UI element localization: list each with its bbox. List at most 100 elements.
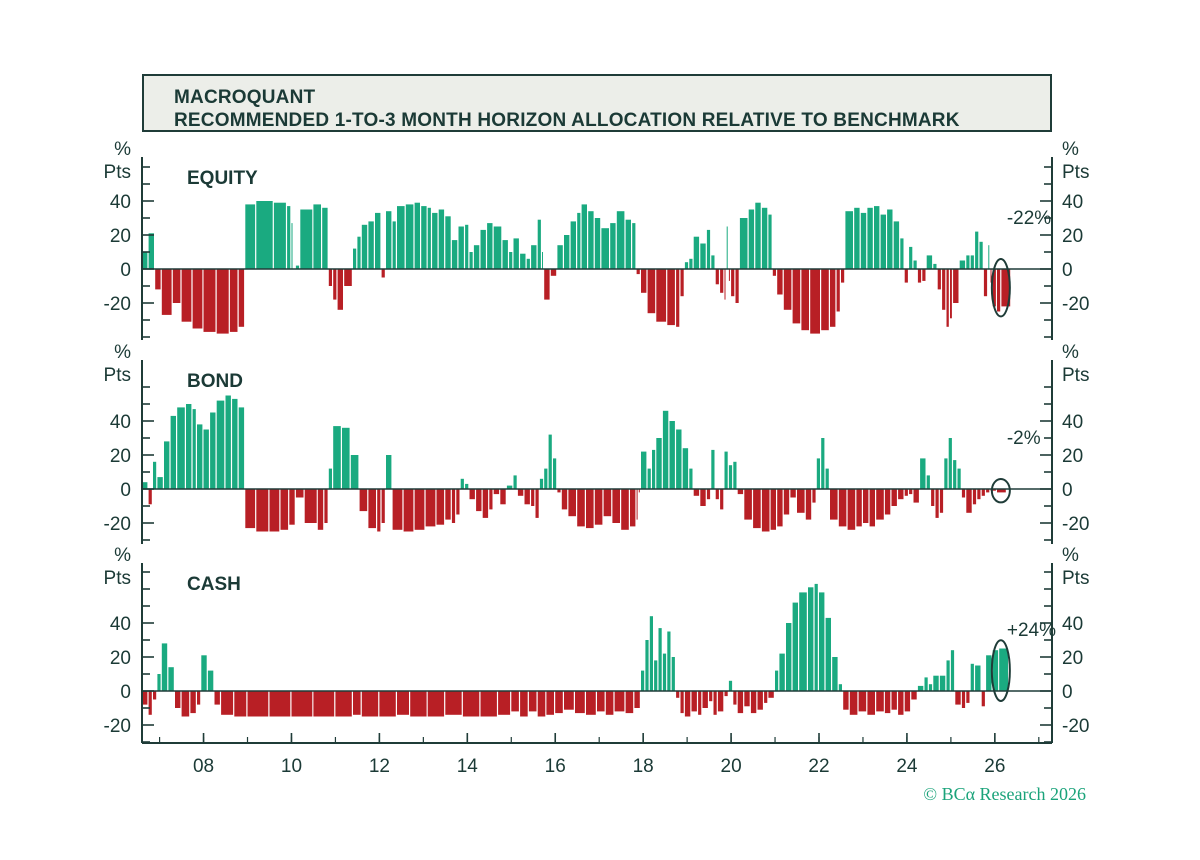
cash-bar — [671, 657, 675, 691]
bond-annotation-ellipse — [990, 478, 1011, 504]
equity-bar — [397, 206, 405, 269]
bond-bar — [482, 489, 489, 518]
bond-bar — [350, 455, 359, 489]
unit-pts-right: Pts — [1062, 568, 1089, 589]
bond-bar — [186, 404, 192, 489]
bond-bar — [170, 415, 176, 489]
chart-title-line1: MACROQUANT — [174, 87, 316, 108]
bond-bar — [898, 489, 904, 500]
equity-bar — [887, 209, 893, 269]
equity-bar — [680, 269, 684, 297]
equity-bar — [689, 258, 693, 269]
bond-bar — [957, 468, 961, 489]
cash-bar — [575, 691, 585, 714]
equity-bar — [988, 245, 990, 269]
cash-bar — [992, 650, 999, 691]
bond-bar — [531, 489, 535, 506]
bond-bar — [197, 424, 203, 489]
cash-bar — [190, 691, 196, 714]
equity-bar — [465, 224, 469, 269]
cash-bar — [966, 691, 970, 703]
bond-bar — [621, 489, 629, 530]
equity-bar — [735, 269, 739, 303]
bond-bar — [647, 468, 651, 489]
equity-right-tick-label: 20 — [1062, 226, 1083, 247]
bond-panel-label: BOND — [187, 371, 243, 392]
equity-annotation-ellipse — [990, 258, 1011, 318]
bond-bar — [225, 395, 231, 489]
equity-bar — [531, 245, 537, 269]
cash-bar — [757, 691, 763, 710]
cash-right-tick-label: -20 — [1062, 716, 1089, 737]
equity-bar — [557, 245, 563, 269]
bond-bar — [711, 449, 715, 489]
equity-bar — [845, 211, 853, 269]
equity-bar — [432, 212, 438, 269]
equity-bar — [333, 269, 337, 300]
cash-bar — [197, 691, 201, 705]
equity-bar — [616, 211, 625, 269]
bond-bar — [884, 489, 891, 515]
unit-percent-right: % — [1062, 342, 1079, 363]
cash-annotation-label: +24% — [1007, 620, 1056, 641]
equity-annotation-label: -22% — [1007, 208, 1051, 229]
equity-bar — [926, 255, 933, 269]
equity-bar — [148, 233, 154, 269]
equity-bar — [161, 269, 172, 315]
equity-bar — [155, 269, 161, 290]
equity-bar — [937, 269, 941, 290]
bond-bar — [876, 489, 884, 520]
equity-bar — [933, 263, 937, 269]
equity-bar — [203, 269, 216, 332]
cash-bar — [891, 691, 897, 710]
bond-bar — [324, 489, 328, 523]
equity-bar — [720, 269, 724, 293]
equity-bar — [181, 269, 192, 322]
bond-right-tick-label: 20 — [1062, 446, 1083, 467]
x-tick-label: 16 — [545, 756, 566, 777]
bond-bar — [153, 461, 157, 489]
bond-bar — [891, 489, 897, 506]
cash-bar — [786, 623, 792, 691]
equity-bar — [238, 269, 245, 327]
equity-bar — [544, 269, 550, 300]
equity-bar — [841, 269, 845, 283]
cash-bar — [876, 691, 884, 712]
equity-bar — [755, 202, 761, 269]
equity-bar — [946, 269, 949, 327]
bond-left-tick-label: 40 — [110, 412, 131, 433]
bond-bar — [148, 489, 152, 505]
bond-bar — [381, 489, 385, 523]
x-tick-label: 24 — [896, 756, 918, 777]
cash-bar — [658, 628, 662, 691]
equity-bar — [445, 216, 451, 269]
unit-percent-left: % — [114, 342, 131, 363]
bond-bar — [972, 489, 977, 505]
bond-bar — [656, 438, 662, 489]
cash-panel-label: CASH — [187, 574, 241, 595]
equity-bar — [728, 269, 730, 281]
cash-bar — [814, 583, 818, 691]
cash-bar — [498, 691, 511, 715]
equity-bar — [641, 269, 647, 293]
bond-right-tick-label: -20 — [1062, 514, 1089, 535]
cash-bar — [161, 643, 168, 691]
bond-bar — [753, 489, 761, 529]
cash-bar — [808, 587, 814, 691]
bond-bar — [513, 475, 517, 489]
equity-bar — [706, 229, 711, 269]
equity-bar — [480, 229, 486, 269]
bond-bar — [986, 489, 990, 493]
equity-bar — [900, 238, 904, 269]
cash-bar — [614, 691, 625, 712]
equity-bar — [992, 269, 996, 307]
bond-bar — [465, 483, 469, 489]
cash-bar — [480, 691, 497, 717]
equity-bar — [550, 269, 557, 276]
cash-bar — [634, 691, 640, 708]
cash-bar — [955, 691, 961, 705]
bond-bar — [456, 489, 460, 515]
equity-bar — [636, 269, 640, 275]
bond-bar — [869, 489, 875, 527]
equity-bar — [979, 241, 983, 269]
